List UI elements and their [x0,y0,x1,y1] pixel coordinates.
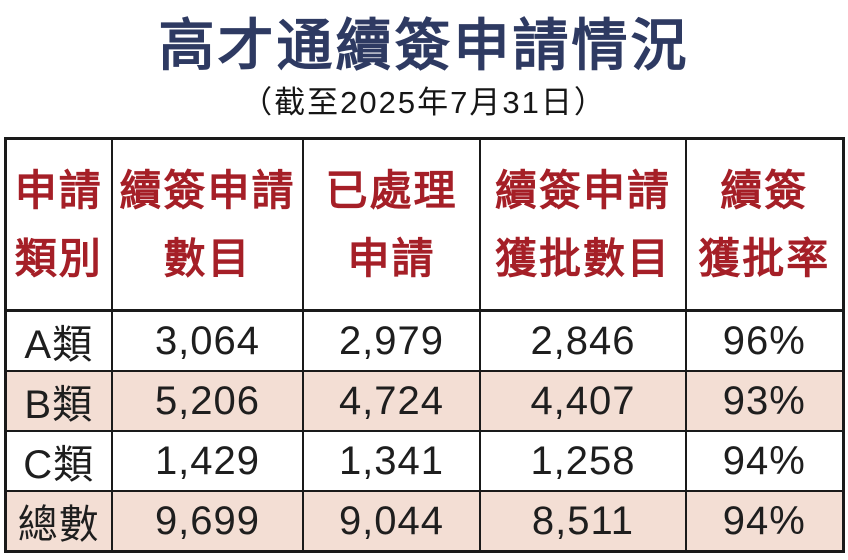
value-cell: 94% [685,430,844,492]
header-cell-applications: 續簽申請 數目 [111,137,304,312]
header-line: 獲批率 [698,234,831,282]
table-row-a: A類 3,064 2,979 2,846 96% [4,309,844,372]
header-line: 續簽申請 [119,166,296,214]
category-cell: C類 [4,430,113,492]
header-cell-category: 申請 類別 [4,137,113,312]
page-subtitle: （截至2025年7月31日） [241,85,607,120]
header-line: 數目 [163,234,252,282]
header-line: 申請 [14,166,103,214]
header-row: 申請 類別 續簽申請 數目 已處理 申請 續簽申請 獲批數目 續簽 獲批率 [4,137,844,312]
value-cell: 3,064 [111,309,304,372]
value-cell: 1,429 [111,430,304,492]
infographic-page: 高才通續簽申請情況 （截至2025年7月31日） 申請 類別 續簽申請 數目 已… [0,10,848,560]
value-cell: 4,724 [302,370,481,432]
value-cell: 9,699 [111,490,304,553]
header-cell-processed: 已處理 申請 [302,137,481,312]
value-cell: 4,407 [479,370,687,432]
header-line: 續簽 [720,166,809,214]
renewal-stats-table: 申請 類別 續簽申請 數目 已處理 申請 續簽申請 獲批數目 續簽 獲批率 [3,137,845,553]
value-cell: 96% [685,309,844,372]
header-line: 獲批數目 [494,234,671,282]
header-line: 已處理 [325,166,458,214]
value-cell: 5,206 [111,370,304,432]
header-cell-approval-rate: 續簽 獲批率 [685,137,844,312]
header-line: 申請 [347,234,436,282]
table-row-c: C類 1,429 1,341 1,258 94% [4,430,844,492]
value-cell: 2,979 [302,309,481,372]
header-cell-approved: 續簽申請 獲批數目 [479,137,687,312]
value-cell: 8,511 [479,490,687,553]
header-line: 類別 [14,234,103,282]
value-cell: 2,846 [479,309,687,372]
header-line: 續簽申請 [494,166,671,214]
value-cell: 1,341 [302,430,481,492]
category-cell: A類 [4,309,113,372]
category-cell: B類 [4,370,113,432]
value-cell: 9,044 [302,490,481,553]
table-row-total: 總數 9,699 9,044 8,511 94% [4,490,844,553]
value-cell: 94% [685,490,844,553]
table-row-b: B類 5,206 4,724 4,407 93% [4,370,844,432]
page-title: 高才通續簽申請情況 [158,14,690,77]
value-cell: 93% [685,370,844,432]
category-cell: 總數 [4,490,113,553]
value-cell: 1,258 [479,430,687,492]
